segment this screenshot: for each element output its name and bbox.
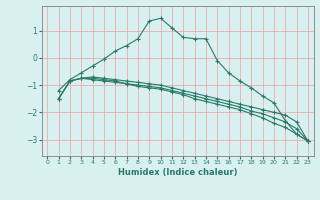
X-axis label: Humidex (Indice chaleur): Humidex (Indice chaleur) (118, 168, 237, 177)
